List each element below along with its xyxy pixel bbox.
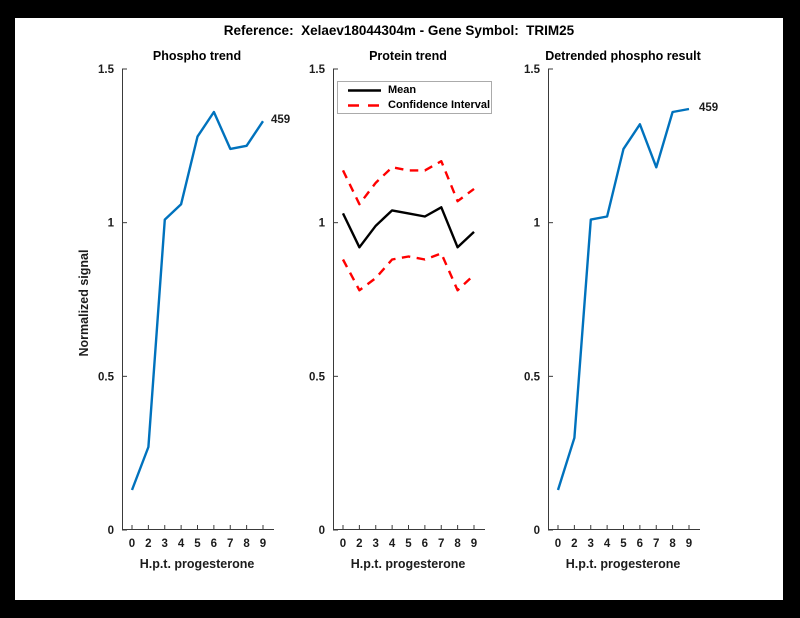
x-tick-label: 7 [653,538,659,550]
figure-title: Reference: Xelaev18044304m - Gene Symbol… [223,23,575,38]
x-tick-label: 5 [405,538,412,550]
x-tick-label: 7 [438,538,444,550]
figure-canvas: Reference: Xelaev18044304m - Gene Symbol… [15,18,783,600]
y-tick-label: 0 [108,525,114,537]
subplot1-annotation-459: 459 [271,114,291,126]
legend-entry-mean: Mean [348,83,491,98]
x-tick-label: 6 [637,538,643,550]
legend-label-confidence-interval: Confidence Interval [388,99,491,111]
x-tick-label: 8 [243,538,250,550]
subplot1-x-axis-label: H.p.t. progesterone [139,557,255,571]
y-tick-label: 0 [319,525,325,537]
series-line-confidence-lower [341,252,475,292]
series-line-phospho-signal [130,110,264,491]
series-line-mean [341,206,475,249]
y-tick-label: 1.5 [524,64,541,76]
series-line-detrended-phospho [556,107,690,491]
x-tick-label: 2 [356,538,362,550]
legend-entry-confidence-interval: Confidence Interval [348,98,491,113]
subplot2-plot-area: 0 2 3 4 5 6 7 8 900.511.5 [309,64,485,550]
subplot3-x-axis-label: H.p.t. progesterone [565,557,681,571]
y-tick-label: 1.5 [98,64,115,76]
y-axis-label: Normalized signal [77,249,91,357]
x-tick-label: 9 [260,538,266,550]
x-tick-label: 8 [454,538,461,550]
y-tick-label: 1 [319,218,326,230]
subplot2-x-axis-label: H.p.t. progesterone [350,557,466,571]
y-tick-label: 0.5 [309,371,326,383]
series-line-confidence-upper [341,159,475,206]
subplot3-title: Detrended phospho result [545,49,701,63]
x-tick-label: 5 [620,538,627,550]
x-tick-label: 0 [340,538,346,550]
x-tick-label: 6 [211,538,217,550]
mean-line-swatch [348,88,381,92]
x-tick-label: 3 [373,538,379,550]
x-tick-label: 4 [604,538,611,550]
y-tick-label: 1 [534,218,541,230]
y-tick-label: 1.5 [309,64,326,76]
y-tick-label: 1 [108,218,115,230]
subplot1-title: Phospho trend [152,49,242,63]
x-tick-label: 9 [471,538,477,550]
x-tick-label: 0 [129,538,135,550]
y-tick-label: 0 [534,525,540,537]
subplot2-title: Protein trend [369,49,447,63]
x-tick-label: 5 [194,538,201,550]
x-tick-label: 2 [571,538,577,550]
x-tick-label: 4 [178,538,185,550]
x-tick-label: 3 [162,538,168,550]
x-tick-label: 6 [422,538,428,550]
legend-label-mean: Mean [388,84,417,96]
subplot3-annotation-459: 459 [699,102,719,114]
y-tick-label: 0.5 [524,371,541,383]
x-tick-label: 2 [145,538,151,550]
confidence-interval-line-swatch [348,103,381,107]
subplot1-plot-area: 0 2 3 4 5 6 7 8 900.511.5 [98,64,274,550]
y-tick-label: 0.5 [98,371,115,383]
legend-box: Mean Confidence Interval [337,81,492,114]
x-tick-label: 3 [588,538,594,550]
subplot3-plot-area: 0 2 3 4 5 6 7 8 900.511.5 [524,64,700,550]
x-tick-label: 7 [227,538,233,550]
x-tick-label: 4 [389,538,396,550]
x-tick-label: 0 [555,538,561,550]
x-tick-label: 9 [686,538,692,550]
x-tick-label: 8 [669,538,676,550]
